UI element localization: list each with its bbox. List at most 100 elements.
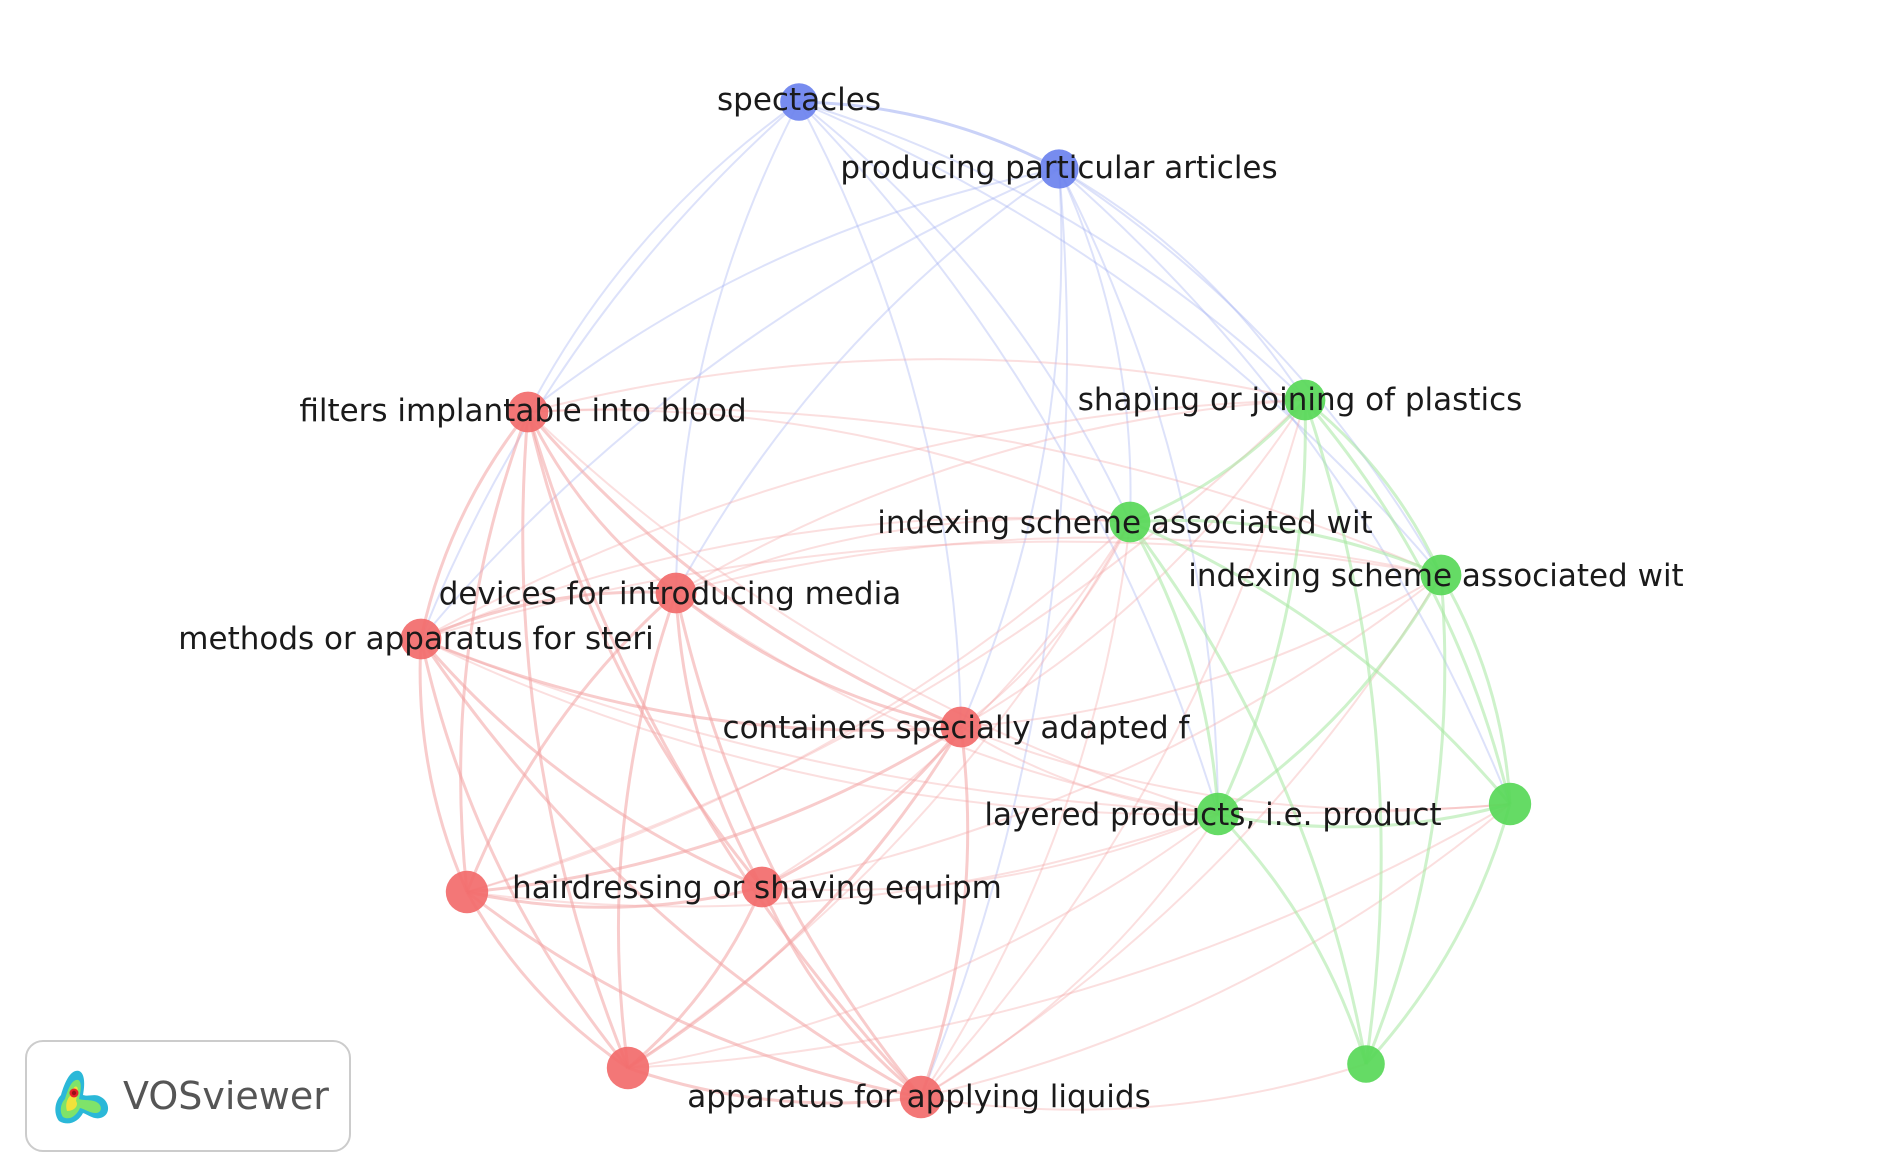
link-indexing2-green_unlabeled_a: [1439, 574, 1512, 805]
link-filters-methods: [419, 411, 530, 640]
link-red_unlabeled_b-indexing1: [627, 521, 1131, 1069]
link-devices-layered: [675, 592, 1219, 815]
link-containers-shaping: [960, 399, 1306, 728]
link-apparatus-indexing1: [920, 521, 1131, 1098]
link-devices-containers: [675, 591, 962, 729]
link-layered-green_unlabeled_b: [1216, 812, 1368, 1065]
link-layered-green_unlabeled_a: [1217, 802, 1511, 829]
link-green_unlabeled_a-green_unlabeled_b: [1364, 803, 1512, 1066]
link-filters-indexing2: [527, 407, 1442, 576]
link-spectacles-containers: [798, 101, 962, 728]
link-producing-layered: [1058, 168, 1219, 815]
nodes-layer: [400, 83, 1532, 1119]
link-devices-apparatus: [674, 592, 923, 1098]
link-containers-red_unlabeled_a: [466, 725, 962, 894]
node-green_unlabeled_a[interactable]: [1488, 782, 1532, 826]
vosviewer-brand-badge: VOSviewer: [25, 1040, 351, 1152]
link-producing-methods: [420, 168, 1060, 640]
link-devices-red_unlabeled_a: [465, 591, 677, 893]
link-containers-indexing2: [960, 574, 1442, 728]
node-filters[interactable]: [507, 391, 549, 433]
link-devices-indexing2: [675, 536, 1442, 594]
link-methods-devices: [420, 590, 677, 641]
vosviewer-brand-name: VOSviewer: [123, 1074, 329, 1118]
link-spectacles-producing: [798, 100, 1060, 171]
link-red_unlabeled_a-apparatus: [466, 890, 922, 1099]
node-label-devices[interactable]: devices for introducing media: [439, 576, 901, 612]
link-producing-indexing2: [1058, 168, 1442, 576]
link-apparatus-indexing2: [920, 574, 1442, 1098]
node-label-apparatus[interactable]: apparatus for applying liquids: [687, 1079, 1150, 1115]
node-red_unlabeled_b[interactable]: [606, 1046, 650, 1090]
link-red_unlabeled_a-red_unlabeled_b: [465, 891, 629, 1070]
link-red_unlabeled_a-indexing1: [466, 521, 1131, 893]
node-indexing1[interactable]: [1109, 501, 1151, 543]
link-filters-devices: [526, 411, 677, 595]
link-spectacles-layered: [798, 101, 1219, 815]
node-producing[interactable]: [1039, 149, 1079, 189]
link-apparatus-green_unlabeled_a: [920, 803, 1511, 1098]
link-devices-shaping: [675, 399, 1306, 594]
link-indexing2-green_unlabeled_b: [1364, 574, 1447, 1065]
labels-layer: spectacles producing particular articles f…: [178, 82, 1683, 1115]
link-producing-green_unlabeled_a: [1058, 168, 1511, 805]
link-producing-apparatus: [920, 168, 1069, 1098]
link-hairdressing-red_unlabeled_b: [627, 886, 764, 1070]
link-containers-hairdressing: [761, 726, 963, 889]
node-indexing2[interactable]: [1420, 554, 1462, 596]
link-devices-hairdressing: [674, 592, 764, 888]
link-methods-indexing1: [420, 516, 1131, 640]
link-spectacles-indexing1: [798, 101, 1131, 523]
node-label-containers[interactable]: containers specially adapted f: [723, 710, 1191, 746]
link-spectacles-indexing2: [798, 101, 1442, 576]
node-label-shaping[interactable]: shaping or joining of plastics: [1078, 382, 1523, 418]
link-spectacles-devices: [675, 101, 800, 594]
node-red_unlabeled_a[interactable]: [445, 870, 489, 914]
link-hairdressing-layered: [761, 813, 1219, 892]
link-red_unlabeled_a-shaping: [466, 399, 1306, 893]
link-spectacles-shaping: [798, 101, 1306, 401]
link-indexing1-green_unlabeled_b: [1128, 521, 1368, 1065]
node-layered[interactable]: [1196, 792, 1240, 836]
link-spectacles-filters: [527, 101, 800, 413]
node-spectacles[interactable]: [780, 83, 818, 121]
link-containers-indexing1: [960, 521, 1131, 728]
link-filters-red_unlabeled_a: [459, 411, 530, 893]
link-spectacles-methods: [420, 101, 800, 640]
link-red_unlabeled_a-hairdressing: [466, 885, 763, 909]
link-filters-containers: [526, 411, 962, 729]
node-label-hairdressing[interactable]: hairdressing or shaving equipm: [512, 870, 1002, 906]
link-shaping-layered: [1216, 399, 1307, 815]
node-hairdressing[interactable]: [741, 866, 783, 908]
link-containers-layered: [960, 726, 1219, 815]
link-shaping-green_unlabeled_b: [1303, 399, 1383, 1065]
node-apparatus[interactable]: [899, 1075, 943, 1119]
node-label-indexing2[interactable]: indexing scheme associated wit: [1188, 558, 1683, 594]
link-hairdressing-indexing2: [761, 574, 1442, 888]
link-methods-red_unlabeled_a: [418, 638, 469, 893]
node-label-layered[interactable]: layered products, i.e. product: [984, 797, 1441, 833]
link-indexing2-layered: [1217, 574, 1443, 816]
node-green_unlabeled_b[interactable]: [1347, 1045, 1385, 1083]
node-methods[interactable]: [400, 618, 442, 660]
node-label-methods[interactable]: methods or apparatus for steri: [178, 621, 653, 657]
link-devices-red_unlabeled_b: [616, 592, 678, 1069]
node-shaping[interactable]: [1284, 379, 1326, 421]
node-label-indexing1[interactable]: indexing scheme associated wit: [877, 505, 1372, 541]
node-containers[interactable]: [940, 706, 982, 748]
node-label-producing[interactable]: producing particular articles: [840, 150, 1277, 186]
link-methods-layered: [420, 638, 1219, 816]
link-methods-green_unlabeled_a: [420, 638, 1511, 814]
node-label-filters[interactable]: filters implantable into blood: [299, 393, 746, 429]
link-methods-red_unlabeled_b: [419, 638, 630, 1069]
link-red_unlabeled_b-layered: [627, 813, 1219, 1069]
link-filters-indexing1: [527, 408, 1131, 523]
link-devices-indexing1: [675, 517, 1131, 594]
link-producing-shaping: [1058, 168, 1306, 401]
node-devices[interactable]: [655, 572, 697, 614]
link-filters-hairdressing: [526, 411, 764, 888]
link-indexing1-green_unlabeled_a: [1129, 520, 1512, 805]
node-label-spectacles[interactable]: spectacles: [717, 82, 881, 118]
